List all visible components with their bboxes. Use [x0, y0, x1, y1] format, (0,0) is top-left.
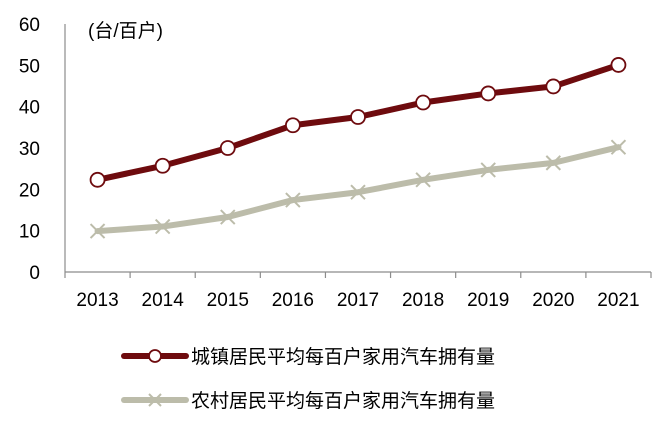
y-tick-label: 30: [19, 139, 40, 160]
circle-marker-icon: [89, 171, 106, 188]
circle-marker-icon: [480, 85, 497, 102]
y-tick-label: 20: [19, 180, 40, 201]
series-rural: [89, 139, 627, 239]
legend-item: 农村居民平均每百户家用汽车拥有量: [121, 390, 495, 412]
x-marker-icon: [480, 162, 496, 178]
circle-marker-icon: [545, 78, 562, 95]
circle-marker-icon: [154, 157, 171, 174]
x-tick-label: 2020: [532, 290, 574, 311]
circle-marker-icon: [415, 94, 432, 111]
x-tick-label: 2017: [337, 290, 379, 311]
y-tick-label: 10: [19, 222, 40, 243]
legend-label: 农村居民平均每百户家用汽车拥有量: [191, 390, 495, 412]
x-marker-icon: [350, 184, 366, 200]
y-tick-label: 0: [29, 263, 40, 284]
x-tick-label: 2015: [207, 290, 249, 311]
x-tick-label: 2016: [272, 290, 314, 311]
x-tick-label: 2013: [76, 290, 118, 311]
series-urban: [89, 57, 627, 188]
x-marker-icon: [545, 155, 562, 171]
x-marker-icon: [89, 223, 106, 239]
legend-label: 城镇居民平均每百户家用汽车拥有量: [191, 346, 495, 368]
x-tick-label: 2018: [402, 290, 444, 311]
series-layer: [89, 57, 627, 239]
x-axis: 2013 2014 2015 2016 2017 2018 2019 2020 2021: [64, 271, 652, 311]
circle-marker-icon: [219, 140, 236, 156]
x-marker-icon: [148, 393, 162, 407]
y-axis: 0 10 20 30 40 50 60: [19, 15, 66, 284]
x-tick-label: 2014: [142, 290, 185, 311]
x-marker-icon: [415, 172, 431, 188]
x-tick-label: 2019: [467, 290, 509, 311]
circle-marker-icon: [350, 109, 366, 125]
y-tick-label: 40: [19, 98, 40, 119]
circle-marker-icon: [284, 117, 301, 134]
circle-marker-icon: [148, 349, 162, 363]
x-marker-icon: [610, 139, 627, 155]
circle-marker-icon: [610, 57, 627, 73]
x-marker-icon: [220, 209, 236, 225]
legend-item: 城镇居民平均每百户家用汽车拥有量: [121, 346, 495, 368]
unit-label: (台/百户): [88, 20, 163, 42]
x-tick-label: 2021: [597, 290, 639, 311]
y-tick-label: 50: [19, 56, 40, 77]
y-tick-label: 60: [19, 15, 40, 36]
x-marker-icon: [285, 192, 301, 208]
x-marker-icon: [154, 218, 171, 235]
